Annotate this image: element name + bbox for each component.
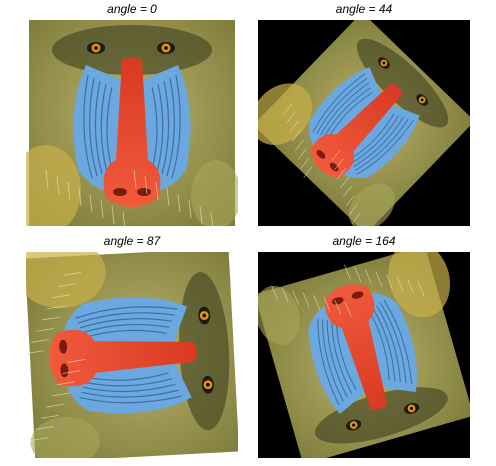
red-nose	[103, 57, 161, 207]
mandrill-panel-angle-44: angle = 44	[258, 0, 470, 226]
panel-caption: angle = 164	[332, 234, 396, 248]
red-nose	[48, 329, 197, 387]
red-nose	[310, 83, 403, 178]
image-frame	[258, 252, 470, 458]
image-frame	[26, 20, 238, 226]
mandrill-image	[258, 20, 470, 226]
mandrill-image	[26, 20, 238, 226]
red-nose	[324, 284, 388, 410]
mandrill-panel-angle-0: angle = 0	[26, 0, 238, 226]
mandrill-panel-angle-164: angle = 164	[258, 232, 470, 458]
mandrill-face	[26, 252, 238, 458]
mandrill-panel-angle-87: angle = 87	[26, 232, 238, 458]
image-frame	[26, 252, 238, 458]
panel-caption: angle = 87	[103, 234, 161, 248]
mandrill-face	[258, 20, 470, 226]
image-frame	[258, 20, 470, 226]
mandrill-face	[258, 252, 470, 458]
mandrill-face	[26, 20, 238, 226]
left-cheek	[63, 297, 187, 345]
mandrill-image	[258, 252, 470, 458]
panel-caption: angle = 44	[335, 2, 393, 16]
mandrill-image	[26, 252, 238, 458]
panel-caption: angle = 0	[107, 2, 157, 16]
